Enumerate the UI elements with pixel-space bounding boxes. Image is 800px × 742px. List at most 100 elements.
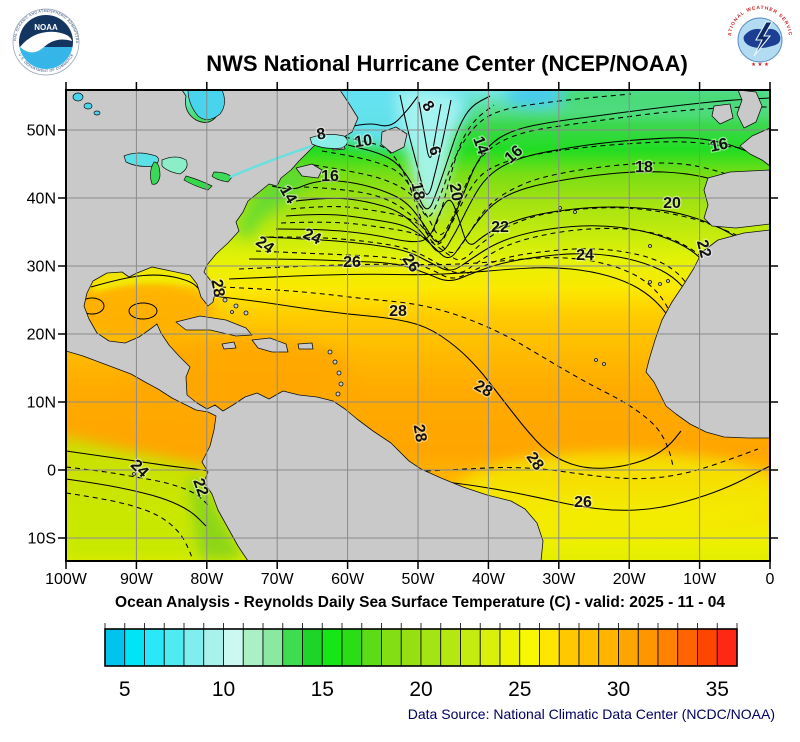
colorbar-cell <box>144 628 165 667</box>
latitude-label: 30N <box>27 259 56 276</box>
contour-value-label: 24 <box>576 247 594 264</box>
colorbar-cell <box>381 628 402 667</box>
contour-line <box>420 465 770 511</box>
contour-line <box>275 199 770 264</box>
bahamas <box>222 297 249 316</box>
contour-value-label: 18 <box>408 181 428 202</box>
longitude-label: 60W <box>331 571 365 588</box>
contour-value-label: 20 <box>446 182 466 203</box>
longitude-label: 10W <box>683 571 717 588</box>
colorbar-cell <box>657 628 679 667</box>
longitude-label: 40W <box>472 571 506 588</box>
latitude-label: 40N <box>27 191 56 208</box>
colorbar-value-label: 20 <box>409 678 432 701</box>
sst-overlays-fine <box>90 273 196 292</box>
colorbar-value-label: 5 <box>119 678 131 701</box>
colorbar-cell <box>183 628 205 667</box>
contour-line <box>90 274 202 292</box>
lake-ontario <box>211 171 233 183</box>
longitude-label: 0 <box>766 571 775 588</box>
contour-line-dashed <box>255 248 700 320</box>
inland-water <box>72 90 348 191</box>
colorbar-cell <box>242 628 264 667</box>
colorbar-cell <box>163 628 185 667</box>
contour-value-label: 18 <box>635 159 653 176</box>
colorbar-cell <box>321 628 343 667</box>
contour-value-label: 28 <box>410 423 430 444</box>
contour-line-dashed <box>66 492 194 561</box>
longitude-label: 20W <box>613 571 647 588</box>
nws-lightning-icon <box>753 21 773 57</box>
newfoundland <box>380 126 408 154</box>
graticule <box>66 90 770 561</box>
colorbar-cell <box>262 628 284 667</box>
colorbar-cell <box>519 628 540 667</box>
lake-michigan <box>150 161 161 185</box>
latitude-label: 50N <box>27 123 56 140</box>
contour-line <box>271 97 770 243</box>
colorbar-cell <box>637 628 659 667</box>
latitude-label: 10S <box>28 531 56 548</box>
contour-value-label: 20 <box>663 195 681 212</box>
contour-line <box>262 225 720 292</box>
colorbar-value-label: 35 <box>706 678 729 701</box>
longitude-labels: 100W 90W 80W 70W 60W 50W 40W 30W 20W 10W 0 <box>45 571 774 588</box>
colorbar-cell <box>302 628 323 667</box>
noaa-wordmark: NOAA <box>34 23 58 32</box>
hudson-bay <box>187 90 225 120</box>
contour-value-label: 16 <box>321 168 339 185</box>
contour-line-dashed <box>313 106 770 236</box>
noaa-logo: NATIONAL OCEANIC AND ATMOSPHERIC ADMINIS… <box>10 3 80 76</box>
colorbar-cell <box>539 628 560 667</box>
contour-line <box>344 95 419 129</box>
colorbar-cell <box>223 628 244 667</box>
colorbar-cell <box>499 628 521 667</box>
lake-erie <box>183 175 213 191</box>
colorbar-cell <box>400 628 422 667</box>
puerto-rico <box>297 342 314 350</box>
page-title: NWS National Hurricane Center (NCEP/NOAA… <box>206 51 688 76</box>
colorbar-cell <box>282 628 303 667</box>
colorbar-cell <box>479 628 501 667</box>
contour-value-label: 10 <box>353 132 373 151</box>
britain <box>736 90 763 129</box>
jamaica <box>221 341 237 350</box>
colorbar-value-label: 30 <box>607 678 630 701</box>
contour-line <box>248 253 705 352</box>
cuba <box>175 315 253 337</box>
contour-line <box>66 478 207 527</box>
axis-ticks <box>58 82 778 569</box>
contour-line-dashed <box>220 286 674 467</box>
atlantic-islands <box>132 206 670 476</box>
noaa-seagull-icon <box>20 31 72 53</box>
contour-line <box>66 450 209 472</box>
contour-value-label: 22 <box>491 219 509 236</box>
colorbar-cell <box>460 628 481 667</box>
contour-value-label: 16 <box>709 135 730 155</box>
contour-line-dashed <box>321 93 632 218</box>
longitude-label: 30W <box>542 571 576 588</box>
colorbar-cell <box>598 628 619 667</box>
colorbar-value-label: 25 <box>508 678 531 701</box>
colorbar-cell <box>716 628 738 667</box>
colorbar-frame <box>104 628 738 667</box>
colorbar-cell <box>440 628 461 667</box>
st-lawrence-river <box>229 144 313 179</box>
latitude-label: 10N <box>27 395 56 412</box>
colorbar: 5 10 15 20 25 30 35 <box>104 623 738 701</box>
latitude-labels: 50N 40N 30N 20N 10N 0 10S <box>27 123 56 548</box>
contour-value-label: 28 <box>208 278 228 299</box>
colorbar-cell <box>361 628 382 667</box>
contour-line-dashed <box>303 141 770 245</box>
colorbar-cell <box>697 628 718 667</box>
longitude-label: 50W <box>402 571 436 588</box>
lake-huron <box>161 156 188 175</box>
latitude-label: 20N <box>27 327 56 344</box>
colorbar-cell <box>420 628 442 667</box>
colorbar-cell <box>578 628 600 667</box>
contour-value-label: 28 <box>389 303 407 320</box>
contour-line <box>399 94 452 195</box>
